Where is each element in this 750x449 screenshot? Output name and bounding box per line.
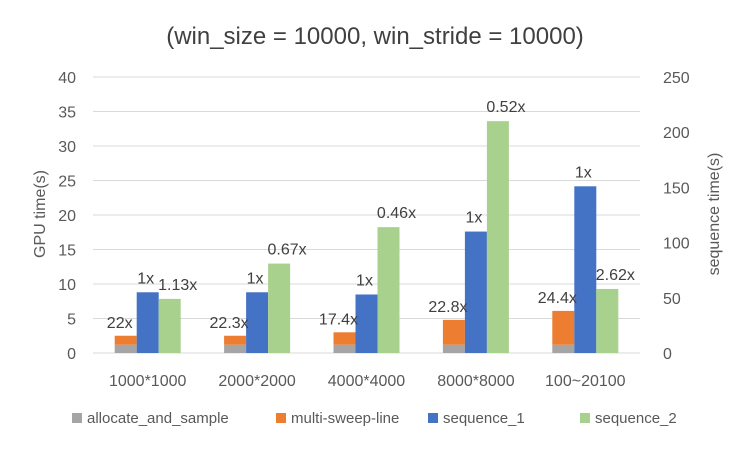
data-label-sequence-1: 1x [137, 270, 154, 287]
bar-sequence-2 [268, 263, 291, 353]
bar-allocate-and-sample [333, 344, 356, 353]
bar-multi-sweep-line [552, 310, 575, 345]
bar-sequence-1 [136, 292, 159, 353]
left-tick-label: 25 [58, 174, 76, 191]
legend: allocate_and_sample multi-sweep-line seque… [72, 410, 677, 427]
right-tick-label: 100 [663, 236, 690, 253]
right-axis-ticks: 0 50 100 150 200 250 [663, 70, 690, 363]
bars [114, 121, 619, 353]
legend-label: sequence_2 [595, 410, 677, 427]
left-tick-label: 10 [58, 277, 76, 294]
data-label-speedup-gpu: 22x [107, 315, 133, 332]
bar-sequence-1 [246, 292, 269, 353]
category-label: 2000*2000 [218, 373, 296, 390]
category-label: 8000*8000 [437, 373, 515, 390]
right-tick-label: 0 [663, 346, 672, 363]
data-label-speedup-gpu: 22.8x [428, 299, 467, 316]
data-label-sequence-2: 1.13x [158, 277, 197, 294]
bar-sequence-2 [486, 121, 509, 353]
right-tick-label: 250 [663, 70, 690, 87]
data-label-sequence-2: 2.62x [596, 267, 635, 284]
bar-multi-sweep-line [114, 335, 137, 345]
right-axis-label: sequence time(s) [706, 153, 723, 276]
data-label-speedup-gpu: 24.4x [538, 290, 577, 307]
category-label: 100~20100 [545, 373, 626, 390]
data-label-sequence-1: 1x [575, 164, 592, 181]
left-tick-label: 15 [58, 243, 76, 260]
legend-swatch [72, 413, 82, 423]
right-tick-label: 50 [663, 291, 681, 308]
chart-title: (win_size = 10000, win_stride = 10000) [166, 23, 584, 50]
bar-multi-sweep-line [224, 335, 247, 345]
gridlines [93, 76, 640, 354]
data-label-sequence-2: 0.46x [377, 205, 416, 222]
bar-allocate-and-sample [442, 344, 465, 353]
bar-multi-sweep-line [333, 332, 356, 345]
legend-swatch [580, 413, 590, 423]
data-label-sequence-2: 0.67x [268, 242, 307, 259]
bar-multi-sweep-line [442, 319, 465, 345]
left-axis-label: GPU time(s) [32, 170, 49, 258]
legend-label: multi-sweep-line [291, 410, 399, 427]
bar-allocate-and-sample [224, 344, 247, 353]
left-tick-label: 0 [67, 346, 76, 363]
bar-sequence-2 [158, 298, 181, 353]
left-tick-label: 35 [58, 105, 76, 122]
category-label: 1000*1000 [109, 373, 187, 390]
bar-sequence-2 [377, 227, 400, 353]
right-tick-label: 200 [663, 125, 690, 142]
right-tick-label: 150 [663, 180, 690, 197]
left-tick-label: 20 [58, 208, 76, 225]
left-axis-ticks: 0 5 10 15 20 25 30 35 40 [58, 70, 76, 363]
data-label-sequence-2: 0.52x [486, 99, 525, 116]
legend-label: sequence_1 [443, 410, 525, 427]
bar-sequence-1 [464, 231, 487, 353]
data-label-sequence-1: 1x [465, 210, 482, 227]
legend-swatch [276, 413, 286, 423]
bar-sequence-1 [355, 294, 378, 353]
data-label-sequence-1: 1x [356, 272, 373, 289]
left-tick-label: 40 [58, 70, 76, 87]
legend-swatch [428, 413, 438, 423]
left-tick-label: 30 [58, 139, 76, 156]
left-tick-label: 5 [67, 312, 76, 329]
bar-sequence-1 [574, 186, 597, 353]
bar-allocate-and-sample [114, 344, 137, 353]
category-label: 4000*4000 [328, 373, 406, 390]
data-label-sequence-1: 1x [247, 270, 264, 287]
data-label-speedup-gpu: 22.3x [210, 315, 249, 332]
legend-label: allocate_and_sample [87, 410, 229, 427]
data-label-speedup-gpu: 17.4x [319, 311, 358, 328]
bar-allocate-and-sample [552, 344, 575, 353]
bar-sequence-2 [596, 288, 619, 353]
category-labels: 1000*1000 2000*2000 4000*4000 8000*8000 100~… [109, 373, 626, 390]
